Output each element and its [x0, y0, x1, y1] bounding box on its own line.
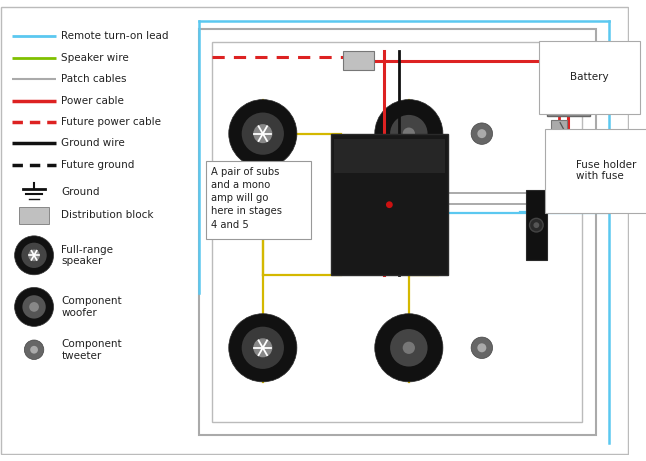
Bar [526, 190, 547, 260]
Text: Future ground: Future ground [61, 160, 135, 170]
Circle shape [28, 249, 40, 261]
Circle shape [229, 100, 297, 168]
Circle shape [30, 346, 38, 354]
Bar [206, 161, 311, 239]
Text: Battery: Battery [570, 72, 609, 83]
Text: Distribution block: Distribution block [61, 210, 154, 220]
Bar [19, 207, 48, 224]
Bar [267, 202, 271, 210]
Circle shape [15, 236, 54, 275]
Circle shape [242, 112, 284, 155]
Circle shape [375, 100, 443, 168]
Bar [212, 42, 582, 422]
Text: Ground wire: Ground wire [61, 138, 125, 148]
Circle shape [386, 201, 393, 208]
Circle shape [530, 219, 543, 232]
Text: Component
tweeter: Component tweeter [61, 339, 122, 361]
Circle shape [15, 288, 54, 326]
Circle shape [390, 329, 428, 366]
Bar [334, 138, 445, 172]
Text: Patch cables: Patch cables [61, 74, 127, 84]
Circle shape [390, 115, 428, 153]
Text: Fuse holder
with fuse: Fuse holder with fuse [576, 160, 636, 182]
Circle shape [23, 295, 46, 319]
Circle shape [402, 342, 415, 354]
Bar [342, 51, 374, 71]
Text: Power cable: Power cable [61, 95, 124, 106]
Circle shape [253, 124, 273, 143]
Text: Full-range
speaker: Full-range speaker [61, 244, 113, 266]
Bar [263, 202, 266, 210]
Bar [282, 198, 309, 213]
Text: Component
woofer: Component woofer [61, 296, 122, 318]
Circle shape [29, 302, 39, 312]
Text: Ground: Ground [61, 187, 100, 197]
Circle shape [477, 129, 486, 138]
Text: Future power cable: Future power cable [61, 117, 162, 127]
Text: +: + [562, 86, 575, 101]
Bar [198, 29, 596, 435]
Circle shape [375, 314, 443, 382]
Text: A pair of subs
and a mono
amp will go
here in stages
4 and 5: A pair of subs and a mono amp will go he… [211, 167, 282, 230]
Bar [273, 202, 275, 210]
Circle shape [25, 340, 44, 360]
Circle shape [402, 128, 415, 140]
Circle shape [534, 222, 539, 228]
Circle shape [477, 343, 486, 352]
Circle shape [21, 242, 47, 268]
Bar [547, 71, 590, 116]
Circle shape [471, 337, 492, 359]
Circle shape [229, 314, 297, 382]
Bar [331, 134, 448, 275]
Bar [551, 120, 567, 145]
Circle shape [242, 327, 284, 369]
Circle shape [471, 123, 492, 144]
Text: Remote turn-on lead: Remote turn-on lead [61, 31, 169, 41]
Circle shape [253, 338, 273, 357]
Text: Speaker wire: Speaker wire [61, 53, 129, 63]
